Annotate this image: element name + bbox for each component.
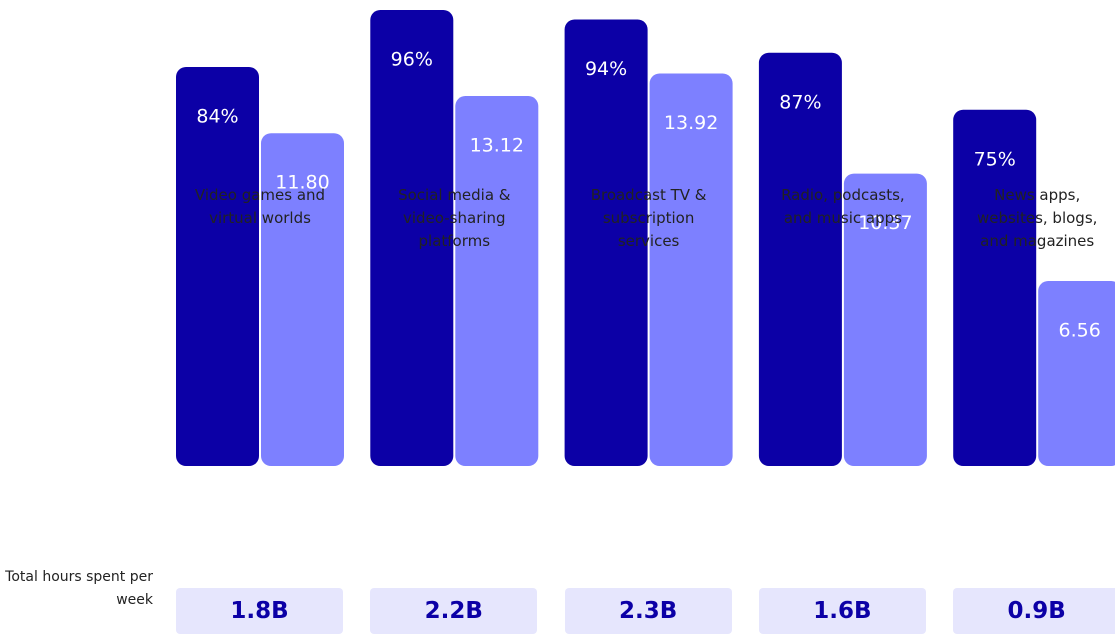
bar bbox=[843, 173, 927, 467]
category-label: Social media & video-sharing platforms bbox=[398, 186, 511, 250]
value-label: 96% bbox=[391, 49, 433, 71]
value-label: 94% bbox=[585, 58, 627, 80]
bar bbox=[564, 19, 648, 466]
total-value: 2.2B bbox=[370, 588, 538, 634]
bar bbox=[455, 96, 539, 467]
total-value: 1.8B bbox=[176, 588, 343, 634]
bar bbox=[953, 109, 1037, 466]
value-label: 10.37 bbox=[858, 212, 912, 234]
bar bbox=[370, 10, 454, 466]
category-label: Radio, podcasts, and music apps bbox=[781, 186, 905, 227]
bar bbox=[758, 52, 842, 466]
bar bbox=[1038, 281, 1115, 466]
bar bbox=[176, 67, 259, 466]
value-label: 6.56 bbox=[1059, 320, 1101, 342]
total-value: 2.3B bbox=[564, 588, 732, 634]
bar bbox=[649, 73, 733, 467]
value-label: 84% bbox=[196, 106, 238, 128]
value-label: 13.12 bbox=[470, 135, 524, 157]
value-label: 13.92 bbox=[664, 112, 718, 134]
total-value: 0.9B bbox=[953, 588, 1115, 634]
value-label: 75% bbox=[974, 148, 1016, 170]
totals-label: Total hours spent per week bbox=[5, 569, 153, 608]
category-label: Video games and virtual worlds bbox=[194, 186, 326, 227]
category-label: News apps, websites, blogs, and magazine… bbox=[976, 186, 1098, 250]
bar bbox=[261, 133, 344, 467]
value-label: 11.80 bbox=[275, 172, 329, 194]
value-label: 87% bbox=[779, 91, 821, 113]
category-label: Broadcast TV & subscription services bbox=[590, 186, 707, 250]
chart: 84% 11.80 96% 13.12 94% 13.92 87% 10.37 75% 6.56 bbox=[176, 10, 1115, 467]
total-value: 1.6B bbox=[758, 588, 926, 634]
